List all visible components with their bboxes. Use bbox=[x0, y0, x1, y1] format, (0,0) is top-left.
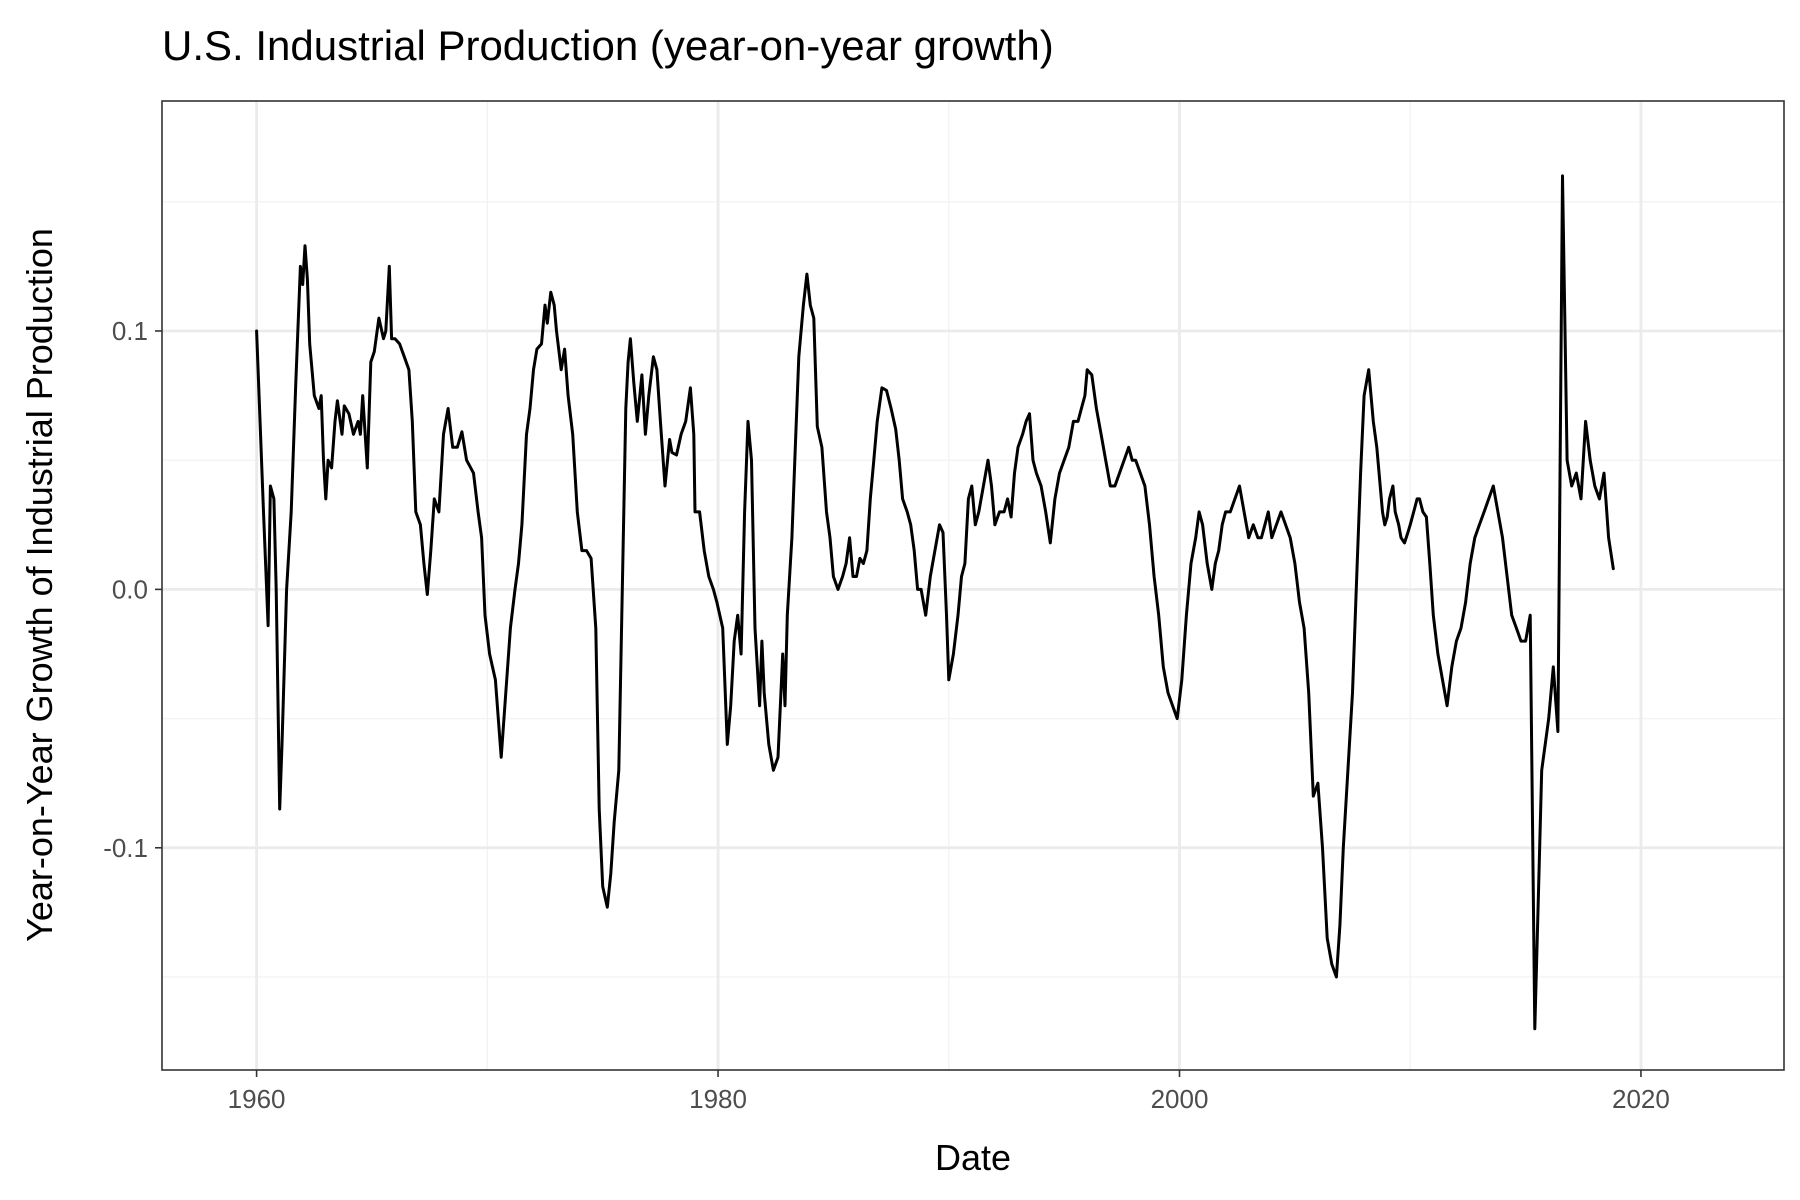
plot-panel-border bbox=[161, 100, 1785, 1071]
x-tick-label: 1980 bbox=[689, 1084, 747, 1114]
series-layer bbox=[255, 174, 1615, 1031]
series-line bbox=[255, 174, 1615, 1031]
x-tick-label: 2000 bbox=[1151, 1084, 1209, 1114]
y-tick-label: 0.0 bbox=[112, 574, 148, 604]
grid-lines bbox=[162, 101, 1784, 1070]
y-tick-label: -0.1 bbox=[103, 833, 148, 863]
y-axis-title: Year-on-Year Growth of Industrial Produc… bbox=[19, 228, 60, 942]
x-axis-title: Date bbox=[935, 1137, 1011, 1178]
axes: 1960 1980 2000 2020 -0.1 0.0 0.1 bbox=[103, 316, 1670, 1114]
x-tick-label: 1960 bbox=[228, 1084, 286, 1114]
chart-title: U.S. Industrial Production (year-on-year… bbox=[162, 22, 1054, 69]
x-tick-label: 2020 bbox=[1612, 1084, 1670, 1114]
y-tick-label: 0.1 bbox=[112, 316, 148, 346]
